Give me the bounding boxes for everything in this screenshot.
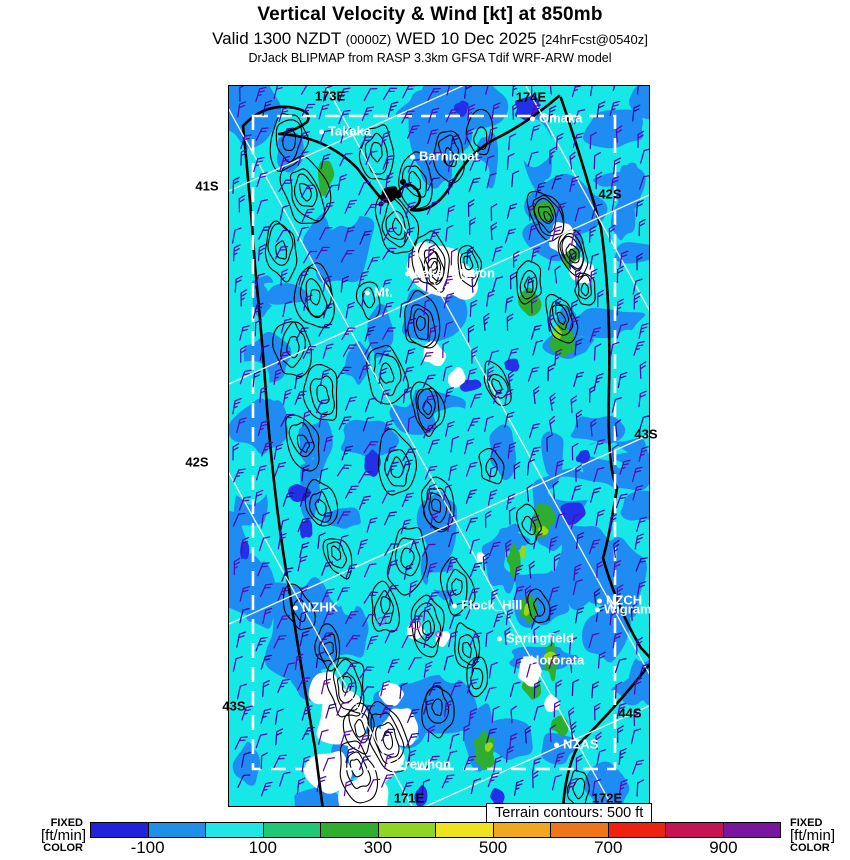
station-dot [530,116,535,122]
station-label: Takaka [328,123,372,139]
graticule-label: 42S [598,186,622,202]
colorbar-segment [206,823,264,837]
colorbar-segment [91,823,149,837]
station-label: NZHK [302,599,339,615]
station-label: NZCH [606,592,643,608]
units-label: [ft/min] [40,826,86,844]
colorbar [90,822,781,838]
colorbar-segment [608,823,666,837]
station-flock-hill: Flock_Hill [452,598,522,613]
station-dot [554,742,559,748]
station-barnicoat: Barnicoat [410,149,479,164]
page-title: Vertical Velocity & Wind [kt] at 850mb [257,4,603,25]
station-label: Lake_Station [414,265,495,281]
station-dot [319,129,324,135]
weather-map-canvas [229,86,649,806]
colorbar-segment [493,823,551,837]
fixed-label: FIXED [50,817,83,829]
graticule-label: 174E [515,89,547,105]
graticule-label: 42S [185,454,209,470]
station-takaka: Takaka [319,124,371,139]
colorbar-tick: 100 [248,838,277,857]
colorbar-units-label-left: FIXED [ft/min] COLOR [20,818,86,853]
station-lake-station: Lake_Station [405,266,495,281]
graticule-label: 172E [591,790,623,806]
station-wigram: Wigram [595,602,652,617]
colorbar-tick: 500 [478,838,508,857]
graticule-label: 41S [195,178,219,194]
station-label: Hororata [530,652,585,668]
units-label: [ft/min] [790,826,836,844]
station-erewhon: Erewhon [387,757,451,772]
valid-zulu: (0000Z) [345,32,392,47]
fixed-label: FIXED [790,817,823,829]
station-dot [452,603,457,609]
station-dot [387,762,392,768]
station-dot [405,271,410,277]
graticule-label: 43S [634,426,658,442]
colorbar-segment [263,823,321,837]
colorbar-tick: 300 [363,838,393,857]
station-dot [365,290,370,296]
station-nzas: NZAS [554,737,598,752]
colorbar-segment [723,823,780,837]
colorbar-segment [148,823,206,837]
colorbar-segment [551,823,609,837]
color-label: COLOR [790,841,830,854]
station-dot [410,154,415,160]
colorbar-segment [666,823,724,837]
station-mt-: Mt. [365,285,393,300]
station-label: Flock_Hill [461,597,523,613]
map-panel [228,85,650,807]
station-omaka: Omaka [530,111,582,126]
station-label: Erewhon [396,756,451,772]
station-label: Wigram [604,601,652,617]
station-dot [497,636,502,642]
station-label: Springfield [506,630,574,646]
terrain-contours-note: Terrain contours: 500 ft [486,803,653,823]
colorbar-tick: 900 [709,838,738,857]
station-nzch: NZCH [597,593,642,608]
colorbar-segment [378,823,436,837]
station-dot [293,605,298,611]
valid-time-line: Valid 1300 NZDT (0000Z) WED 10 Dec 2025 … [0,29,850,49]
color-label: COLOR [43,841,83,854]
station-label: NZAS [563,736,599,752]
colorbar-tick: -100 [130,838,165,857]
colorbar-tick: 700 [594,838,623,857]
graticule-label: 43S [222,698,246,714]
header: Vertical Velocity & Wind [kt] at 850mb V… [0,0,850,65]
station-label: Barnicoat [419,148,479,164]
valid-fcst: [24hrFcst@0540z] [541,32,648,47]
model-line: DrJack BLIPMAP from RASP 3.3km GFSA Tdif… [248,51,612,65]
colorbar-segment [436,823,494,837]
station-dot [595,607,600,613]
station-nzhk: NZHK [293,600,338,615]
station-label: Omaka [539,110,583,126]
colorbar-segment [321,823,379,837]
graticule-label: 44S [618,705,642,721]
valid-prefix: Valid 1300 NZDT [212,29,341,48]
graticule-label: 171E [393,790,425,806]
station-dot [597,598,602,604]
graticule-label: 173E [314,88,346,104]
station-label: Mt. [374,284,393,300]
station-dot [521,658,526,664]
station-hororata: Hororata [521,653,584,668]
colorbar-units-label-right: FIXED [ft/min] COLOR [790,818,850,853]
valid-date: WED 10 Dec 2025 [395,29,537,48]
station-springfield: Springfield [497,631,574,646]
